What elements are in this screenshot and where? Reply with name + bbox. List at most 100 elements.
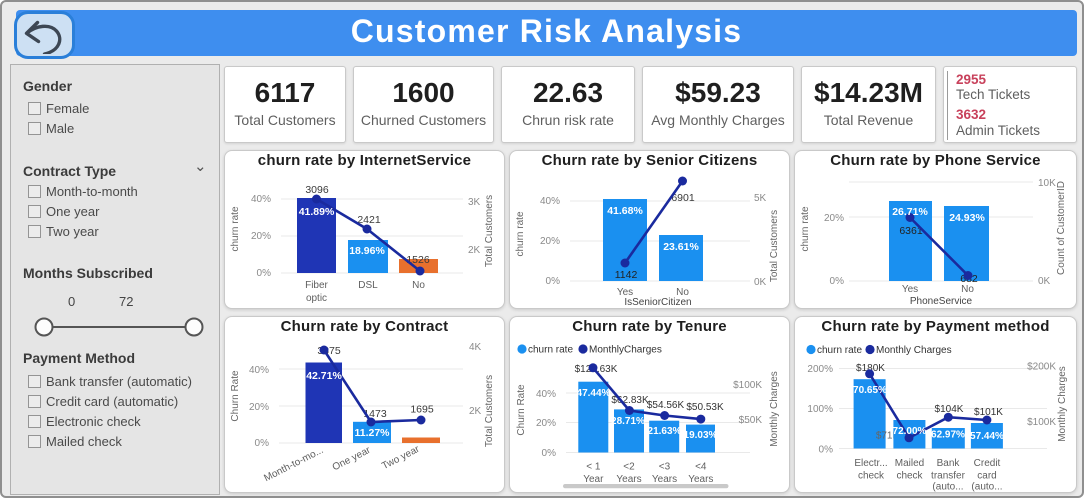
svg-text:57.44%: 57.44%	[970, 431, 1004, 442]
svg-text:10K: 10K	[1038, 178, 1056, 189]
svg-text:transfer: transfer	[931, 471, 966, 482]
svg-text:$62.83K: $62.83K	[611, 395, 649, 406]
svg-text:23.61%: 23.61%	[663, 241, 699, 253]
svg-text:churn rate: churn rate	[800, 206, 811, 251]
svg-text:41.68%: 41.68%	[607, 205, 643, 217]
svg-text:6901: 6901	[671, 192, 695, 204]
svg-text:26.71%: 26.71%	[892, 206, 928, 218]
svg-text:21.63%: 21.63%	[648, 426, 682, 437]
svg-text:Bank: Bank	[937, 458, 961, 469]
svg-text:0%: 0%	[255, 438, 270, 449]
svg-text:MonthlyCharges: MonthlyCharges	[589, 345, 662, 356]
svg-text:Electr...: Electr...	[854, 458, 887, 469]
svg-text:Count of CustomerID: Count of CustomerID	[1056, 181, 1067, 275]
svg-text:Total Customers: Total Customers	[769, 210, 780, 282]
svg-text:100%: 100%	[807, 404, 833, 415]
svg-text:20%: 20%	[824, 213, 844, 224]
svg-text:2421: 2421	[357, 214, 381, 226]
svg-text:$104K: $104K	[935, 404, 964, 415]
svg-text:PhoneService: PhoneService	[910, 296, 973, 307]
svg-text:72.00%: 72.00%	[893, 426, 927, 437]
svg-text:Monthly Charges: Monthly Charges	[876, 345, 952, 356]
svg-text:0K: 0K	[754, 277, 767, 288]
svg-text:4K: 4K	[469, 342, 482, 353]
svg-text:No: No	[676, 287, 689, 298]
svg-text:Credit: Credit	[974, 458, 1001, 469]
svg-text:card: card	[977, 471, 996, 482]
svg-text:1142: 1142	[615, 269, 638, 281]
svg-text:20%: 20%	[536, 418, 556, 429]
svg-text:(auto...: (auto...	[971, 482, 1002, 493]
svg-text:Fiber: Fiber	[305, 280, 328, 291]
svg-text:Total Customers: Total Customers	[484, 195, 495, 267]
svg-text:42.71%: 42.71%	[306, 370, 342, 382]
svg-text:churn rate: churn rate	[817, 345, 862, 356]
svg-text:< 1: < 1	[586, 462, 601, 473]
svg-text:Years: Years	[688, 474, 713, 485]
svg-text:18.96%: 18.96%	[349, 245, 385, 257]
svg-text:churn rate: churn rate	[528, 345, 573, 356]
svg-text:churn rate: churn rate	[515, 211, 526, 256]
svg-text:Two year: Two year	[380, 444, 422, 473]
svg-text:3096: 3096	[305, 184, 329, 196]
svg-text:Monthly Charges: Monthly Charges	[1057, 366, 1068, 442]
svg-text:$54.56K: $54.56K	[647, 400, 685, 411]
svg-text:0%: 0%	[257, 268, 272, 279]
svg-text:47.44%: 47.44%	[577, 388, 611, 399]
svg-text:Years: Years	[616, 474, 641, 485]
svg-text:2K: 2K	[469, 406, 482, 417]
svg-text:28.71%: 28.71%	[611, 416, 645, 427]
svg-text:5K: 5K	[754, 193, 767, 204]
svg-text:40%: 40%	[536, 389, 556, 400]
svg-text:2K: 2K	[468, 245, 481, 256]
svg-text:<3: <3	[659, 462, 671, 473]
svg-text:40%: 40%	[249, 365, 269, 376]
svg-text:Churn Rate: Churn Rate	[230, 370, 241, 422]
svg-text:$200K: $200K	[1027, 362, 1056, 373]
svg-text:churn rate: churn rate	[230, 206, 241, 251]
svg-text:40%: 40%	[251, 194, 271, 205]
svg-text:24.93%: 24.93%	[949, 212, 985, 224]
svg-text:check: check	[896, 471, 923, 482]
svg-text:40%: 40%	[540, 196, 560, 207]
svg-text:Yes: Yes	[617, 287, 633, 298]
svg-text:0%: 0%	[542, 448, 557, 459]
svg-text:1695: 1695	[410, 404, 434, 416]
svg-text:19.03%: 19.03%	[684, 430, 718, 441]
svg-text:$50.53K: $50.53K	[686, 402, 724, 413]
svg-text:Year: Year	[583, 474, 604, 485]
svg-text:200%: 200%	[807, 364, 833, 375]
svg-text:20%: 20%	[251, 231, 271, 242]
svg-text:check: check	[858, 471, 885, 482]
svg-text:$101K: $101K	[974, 407, 1003, 418]
svg-text:No: No	[412, 280, 425, 291]
svg-text:$50K: $50K	[739, 415, 763, 426]
svg-text:0%: 0%	[830, 276, 845, 287]
svg-text:0%: 0%	[546, 276, 561, 287]
svg-text:One year: One year	[331, 445, 373, 474]
svg-text:<2: <2	[623, 462, 635, 473]
svg-text:70.65%: 70.65%	[853, 385, 887, 396]
svg-text:20%: 20%	[540, 236, 560, 247]
svg-text:Years: Years	[652, 474, 677, 485]
svg-text:Churn Rate: Churn Rate	[516, 384, 527, 436]
svg-text:3K: 3K	[468, 197, 481, 208]
svg-text:$100K: $100K	[1027, 417, 1056, 428]
svg-text:(auto...: (auto...	[932, 482, 963, 493]
svg-text:IsSeniorCitizen: IsSeniorCitizen	[624, 297, 691, 308]
svg-text:11.27%: 11.27%	[354, 427, 390, 439]
svg-text:$180K: $180K	[856, 363, 885, 374]
svg-text:Monthly Charges: Monthly Charges	[769, 371, 780, 447]
svg-text:Yes: Yes	[902, 284, 918, 295]
svg-text:41.89%: 41.89%	[299, 206, 335, 218]
svg-text:6361: 6361	[899, 225, 923, 237]
svg-text:Mailed: Mailed	[895, 458, 924, 469]
svg-text:Month-to-mo...: Month-to-mo...	[262, 445, 325, 484]
svg-text:20%: 20%	[249, 402, 269, 413]
svg-text:Total Customers: Total Customers	[484, 375, 495, 447]
svg-text:No: No	[961, 284, 974, 295]
svg-text:0K: 0K	[1038, 276, 1051, 287]
svg-text:62.97%: 62.97%	[931, 430, 965, 441]
svg-text:0%: 0%	[819, 445, 834, 456]
svg-text:$100K: $100K	[733, 380, 762, 391]
